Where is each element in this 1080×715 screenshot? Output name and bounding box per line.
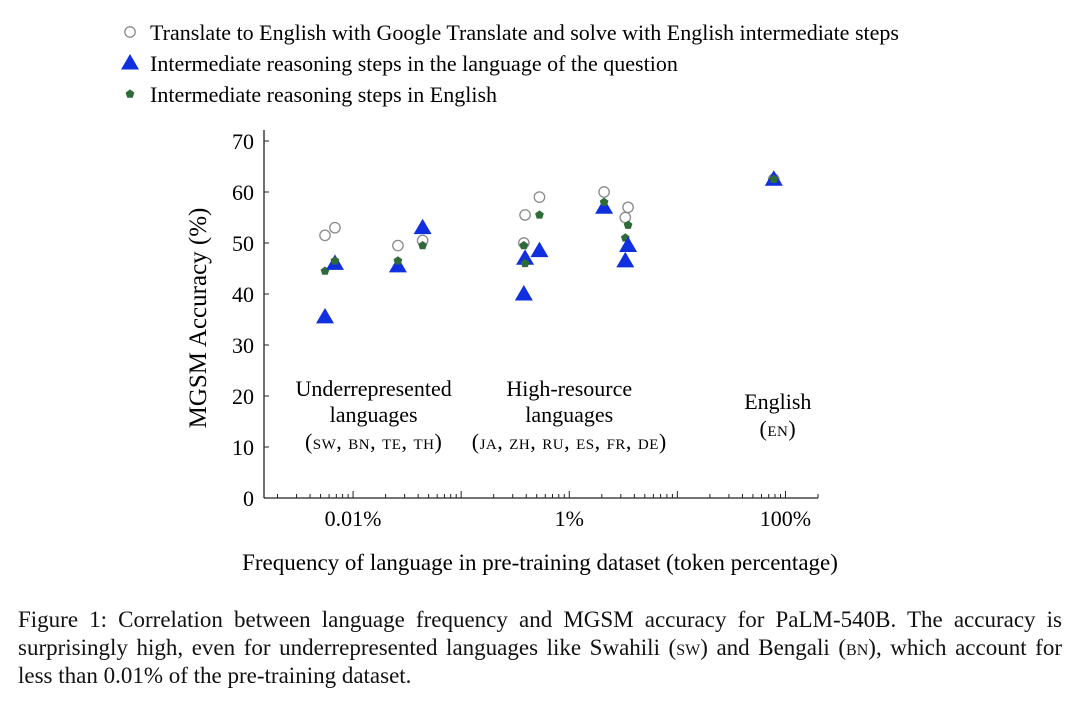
point-native-fr [616,251,635,268]
y-tick-label: 10 [232,435,254,460]
point-translate-fr [619,211,632,224]
group-label-subtitle: languages [525,402,613,427]
x-tick-label: 0.01% [325,506,382,531]
legend-marker-translate [124,26,136,38]
point-translate-sw [319,229,331,242]
point-english-ru [535,210,544,219]
y-tick-label: 40 [232,282,254,307]
y-tick-label: 0 [243,486,254,511]
point-native-de [619,236,638,253]
point-native-ru [530,241,549,258]
point-english-zh [520,258,530,268]
point-native-ja [514,285,533,301]
point-english-bn [330,256,340,265]
y-tick-label: 70 [232,129,254,154]
point-english-es [599,197,609,206]
legend-label-translate: Translate to English with Google Transla… [150,20,899,45]
x-axis-label: Frequency of language in pre-training da… [242,550,838,575]
point-translate-de [622,201,634,214]
legend-label-english: Intermediate reasoning steps in English [150,82,497,107]
data-points [315,170,783,324]
plot-axes: 0 10 20 30 40 50 60 70 0.01% 1% 100% [232,129,819,531]
point-english-te [393,256,403,265]
legend-label-native: Intermediate reasoning steps in the lang… [150,51,678,76]
point-native-es [595,198,614,214]
point-translate-ru [533,191,546,203]
point-translate-bn [329,221,341,234]
legend: Translate to English with Google Transla… [121,20,899,107]
point-english-ja [519,240,529,250]
group-label-title: High-resource [506,376,632,401]
group-label-title: Underrepresented [295,376,451,401]
point-translate-te [392,239,404,252]
caption-code-bn: bn [846,635,869,660]
caption-code-sw: sw [676,635,701,660]
point-native-sw [315,307,334,324]
caption-prefix: Figure 1: Correlation between language f… [18,607,1062,660]
point-english-th [418,240,427,250]
y-tick-label: 60 [232,180,254,205]
caption-suffix: ), which account for less than 0.01% of … [18,635,1062,688]
legend-marker-english [125,89,135,98]
x-tick-label: 1% [555,506,584,531]
point-translate-zh [519,209,531,221]
group-label-title: English [744,389,811,414]
caption-mid: ) and Bengali ( [700,635,847,660]
y-tick-label: 30 [232,333,254,358]
group-label-codes: (en) [760,416,797,441]
point-translate-es [598,186,610,198]
group-label-codes: (sw, bn, te, th) [305,429,442,454]
point-native-th [413,218,432,235]
point-english-de [623,220,633,229]
figure-caption: Figure 1: Correlation between language f… [18,606,1062,690]
y-tick-label: 50 [232,231,254,256]
y-tick-label: 20 [232,384,254,409]
x-tick-label: 100% [760,506,811,531]
point-native-te [388,256,407,273]
group-label-codes: (ja, zh, ru, es, fr, de) [472,429,667,454]
point-native-zh [516,249,535,265]
point-english-en [769,174,779,183]
legend-marker-native [121,54,139,70]
group-label-subtitle: languages [330,402,418,427]
y-axis-label: MGSM Accuracy (%) [185,208,212,429]
figure: Translate to English with Google Transla… [121,20,899,575]
